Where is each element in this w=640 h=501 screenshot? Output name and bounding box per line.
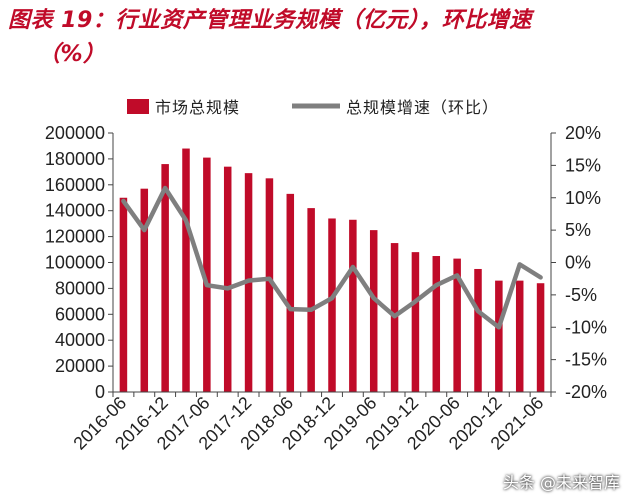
- right-tick-label: 15%: [565, 155, 601, 175]
- left-tick-label: 60000: [55, 304, 105, 324]
- right-tick-label: -15%: [565, 350, 607, 370]
- left-tick-label: 80000: [55, 278, 105, 298]
- bar: [495, 280, 503, 392]
- right-tick-label: 20%: [565, 123, 601, 143]
- legend-line-label: 总规模增速（环比）: [346, 98, 499, 117]
- right-tick-label: 10%: [565, 188, 601, 208]
- bar: [140, 188, 149, 392]
- bar: [223, 166, 232, 392]
- bar: [515, 280, 524, 392]
- bar: [411, 252, 420, 392]
- chart-legend: 市场总规模 总规模增速（环比）: [127, 98, 499, 117]
- bar: [286, 193, 295, 392]
- left-tick-label: 140000: [45, 201, 105, 221]
- left-tick-label: 20000: [55, 356, 105, 376]
- left-tick-label: 200000: [45, 123, 105, 143]
- bar: [182, 148, 190, 392]
- right-tick-label: 0%: [565, 253, 591, 273]
- left-tick-label: 180000: [45, 149, 105, 169]
- bar: [453, 258, 461, 392]
- bar: [119, 197, 128, 392]
- watermark: 头条 @未来智库: [502, 473, 620, 492]
- bar: [203, 157, 211, 392]
- right-tick-label: -10%: [565, 317, 607, 337]
- bar-series: [119, 148, 545, 392]
- right-tick-label: 5%: [565, 220, 591, 240]
- bar: [265, 178, 274, 392]
- bar: [328, 218, 336, 392]
- left-tick-label: 100000: [45, 253, 105, 273]
- left-tick-label: 0: [95, 382, 105, 402]
- chart-title-line1: 图表 19：行业资产管理业务规模（亿元），环比增速: [8, 8, 532, 33]
- bar: [536, 283, 545, 392]
- line-series: [121, 185, 543, 330]
- bar: [349, 219, 357, 392]
- left-tick-label: 120000: [45, 227, 105, 247]
- legend-bar-label: 市场总规模: [155, 98, 240, 117]
- chart-title-line2: （%）: [38, 42, 106, 67]
- right-tick-label: -20%: [565, 382, 607, 402]
- x-axis: 2016-062016-122017-062017-122018-062018-…: [69, 391, 552, 454]
- legend-bar-swatch: [127, 99, 149, 114]
- chart-title: 图表 19：行业资产管理业务规模（亿元），环比增速 （%）: [8, 4, 632, 72]
- left-tick-label: 40000: [55, 330, 105, 350]
- right-tick-label: -5%: [565, 285, 597, 305]
- bar: [474, 268, 482, 392]
- right-axis: -20% -15% -10% -5% 0% 5% 10% 15% 20%: [550, 123, 607, 402]
- left-tick-label: 160000: [45, 175, 105, 195]
- left-axis: 0 20000 40000 60000 80000 100000 120000 140000 1…: [45, 123, 114, 402]
- bar: [307, 208, 315, 392]
- bar: [369, 230, 378, 392]
- bar: [432, 256, 441, 392]
- bar: [161, 164, 169, 392]
